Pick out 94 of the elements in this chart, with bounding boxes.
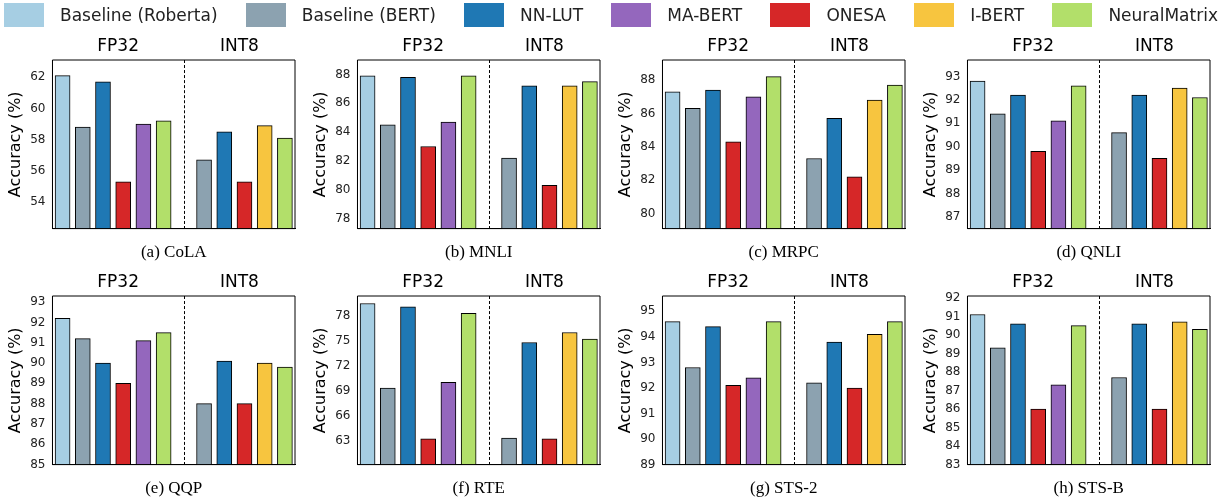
y-tick-label: 88	[30, 395, 46, 410]
x-axis-title: (g) STS-2	[749, 478, 818, 498]
text: FP32	[1012, 34, 1054, 55]
y-tick-label: 93	[640, 354, 656, 369]
y-axis-title: Accuracy (%)	[614, 327, 634, 434]
x-axis-title: (e) QQP	[145, 478, 203, 498]
x-axis-title: (h) STS-B	[1053, 478, 1124, 498]
y-tick-label: 93	[30, 294, 46, 309]
x-axis-title: (a) CoLA	[140, 242, 208, 262]
y-tick-label: 85	[945, 419, 961, 434]
y-tick-label: 89	[945, 162, 961, 177]
y-axis-title: Accuracy (%)	[614, 91, 634, 198]
text: INT8	[524, 34, 564, 55]
y-tick-label: 66	[335, 407, 351, 422]
y-tick-label: 89	[945, 345, 961, 360]
y-tick-label: 91	[30, 334, 46, 349]
legend-label: NeuralMatrix	[1108, 5, 1218, 25]
text: INT8	[1134, 34, 1174, 55]
text: INT8	[524, 270, 564, 291]
y-axis-title: Accuracy (%)	[309, 91, 329, 198]
y-tick-label: 84	[945, 438, 961, 453]
legend-label: ONESA	[826, 5, 886, 25]
y-tick-label: 92	[640, 380, 656, 395]
y-tick-label: 82	[335, 153, 351, 167]
y-tick-label: 90	[640, 431, 656, 446]
y-tick-label: 89	[640, 456, 656, 471]
y-tick-label: 86	[30, 436, 46, 451]
y-tick-label: 82	[640, 172, 656, 187]
y-axis-title: Accuracy (%)	[919, 327, 939, 434]
y-tick-label: 87	[945, 209, 961, 224]
legend-label: I-BERT	[970, 5, 1025, 25]
y-tick-label: 88	[945, 185, 961, 200]
y-tick-label: 90	[30, 355, 46, 370]
text: FP32	[707, 270, 749, 291]
y-tick-label: 90	[945, 327, 961, 342]
y-axis-title: Accuracy (%)	[919, 91, 939, 198]
text: FP32	[97, 34, 139, 55]
y-tick-label: 86	[335, 95, 351, 110]
y-tick-label: 84	[335, 124, 351, 139]
y-tick-label: 88	[640, 72, 656, 87]
y-tick-label: 86	[640, 105, 656, 120]
text: FP32	[402, 34, 444, 55]
y-tick-label: 78	[335, 210, 351, 225]
text: INT8	[1134, 270, 1174, 291]
y-tick-label: 83	[945, 456, 961, 471]
y-tick-label: 88	[335, 66, 351, 81]
y-axis-title: Accuracy (%)	[4, 327, 24, 434]
y-tick-label: 91	[945, 308, 961, 323]
y-tick-label: 86	[945, 401, 961, 416]
text: INT8	[219, 34, 259, 55]
text: INT8	[829, 34, 869, 55]
y-tick-label: 91	[640, 405, 656, 420]
y-tick-label: 85	[30, 456, 46, 471]
y-tick-label: 88	[945, 364, 961, 379]
y-tick-label: 92	[945, 91, 961, 106]
legend-label: Baseline (BERT)	[301, 5, 436, 25]
x-axis-title: (b) MNLI	[444, 242, 513, 262]
text: INT8	[219, 270, 259, 291]
y-tick-label: 90	[945, 138, 961, 153]
y-tick-label: 63	[335, 432, 351, 447]
y-tick-label: 84	[640, 138, 656, 153]
y-tick-label: 78	[335, 308, 351, 323]
text: FP32	[97, 270, 139, 291]
y-tick-label: 72	[335, 357, 351, 372]
y-tick-label: 89	[30, 375, 46, 390]
y-tick-label: 58	[30, 131, 46, 146]
legend-label: MA-BERT	[667, 5, 743, 25]
x-axis-title: (c) MRPC	[748, 242, 819, 262]
y-tick-label: 92	[945, 289, 961, 304]
y-tick-label: 93	[945, 68, 961, 83]
legend-label: NN-LUT	[520, 5, 584, 25]
y-tick-label: 75	[335, 332, 351, 347]
y-axis-title: Accuracy (%)	[309, 327, 329, 434]
y-tick-label: 62	[30, 69, 46, 84]
text: INT8	[829, 270, 869, 291]
y-tick-label: 69	[335, 382, 351, 397]
y-tick-label: 95	[640, 303, 656, 318]
y-tick-label: 94	[640, 329, 656, 343]
y-tick-label: 87	[30, 416, 46, 431]
y-tick-label: 80	[335, 181, 351, 196]
y-tick-label: 87	[945, 382, 961, 397]
y-tick-label: 80	[640, 205, 656, 220]
text: FP32	[402, 270, 444, 291]
y-tick-label: 60	[30, 100, 46, 115]
y-axis-title: Accuracy (%)	[4, 91, 24, 198]
legend-label: Baseline (Roberta)	[60, 5, 218, 25]
y-tick-label: 56	[30, 162, 46, 177]
x-axis-title: (d) QNLI	[1056, 242, 1122, 262]
y-tick-label: 92	[30, 314, 46, 329]
text: FP32	[707, 34, 749, 55]
text: FP32	[1012, 270, 1054, 291]
x-axis-title: (f) RTE	[452, 478, 505, 498]
y-tick-label: 54	[30, 194, 46, 209]
y-tick-label: 91	[945, 115, 961, 130]
